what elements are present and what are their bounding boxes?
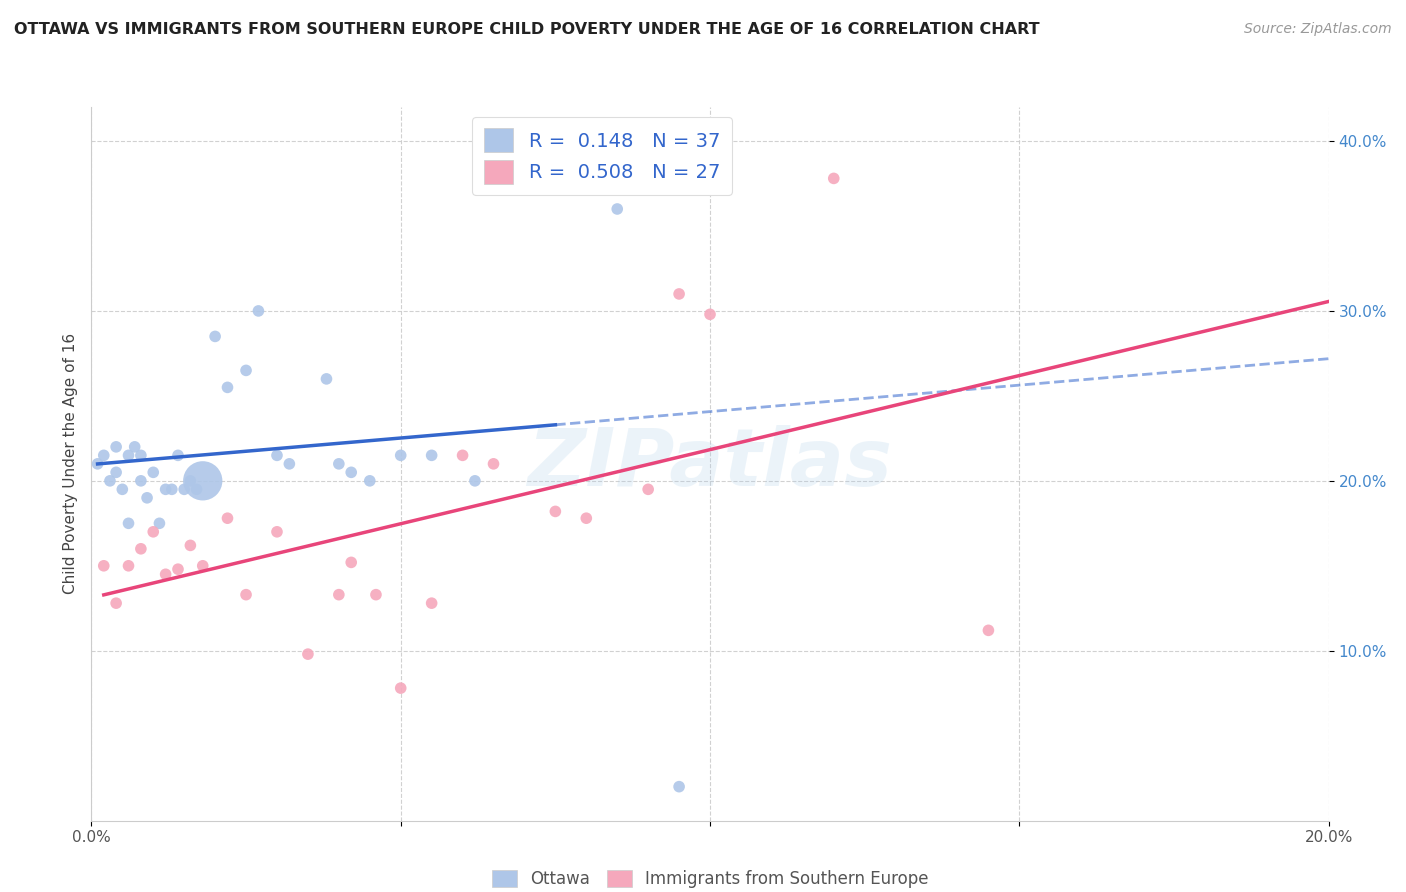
Point xyxy=(167,562,190,576)
Point xyxy=(142,466,165,480)
Point xyxy=(247,304,270,318)
Y-axis label: Child Poverty Under the Age of 16: Child Poverty Under the Age of 16 xyxy=(62,334,77,594)
Point xyxy=(155,567,177,582)
Point xyxy=(513,143,536,157)
Text: ZIPatlas: ZIPatlas xyxy=(527,425,893,503)
Point xyxy=(217,380,239,394)
Point xyxy=(167,448,190,462)
Point xyxy=(98,474,121,488)
Point xyxy=(86,457,108,471)
Point xyxy=(668,780,690,794)
Point xyxy=(179,538,201,552)
Point xyxy=(297,647,319,661)
Point xyxy=(451,448,474,462)
Text: Source: ZipAtlas.com: Source: ZipAtlas.com xyxy=(1244,22,1392,37)
Point xyxy=(191,474,214,488)
Point xyxy=(93,448,115,462)
Point xyxy=(637,483,659,497)
Point xyxy=(389,448,412,462)
Point xyxy=(235,363,257,377)
Point xyxy=(340,555,363,569)
Point xyxy=(278,457,301,471)
Point xyxy=(136,491,159,505)
Point xyxy=(129,541,152,556)
Point xyxy=(173,483,195,497)
Point xyxy=(142,524,165,539)
Point xyxy=(155,483,177,497)
Point xyxy=(977,624,1000,638)
Point xyxy=(204,329,226,343)
Point xyxy=(606,202,628,216)
Point xyxy=(420,448,443,462)
Point xyxy=(575,511,598,525)
Point xyxy=(105,440,128,454)
Point xyxy=(699,307,721,321)
Point xyxy=(340,466,363,480)
Point xyxy=(668,287,690,301)
Point xyxy=(124,440,146,454)
Point xyxy=(191,558,214,573)
Point xyxy=(823,171,845,186)
Point xyxy=(105,596,128,610)
Point xyxy=(179,474,201,488)
Point xyxy=(328,588,350,602)
Point xyxy=(364,588,387,602)
Point xyxy=(93,558,115,573)
Point xyxy=(129,474,152,488)
Point xyxy=(105,466,128,480)
Point xyxy=(186,483,208,497)
Point xyxy=(111,483,134,497)
Legend: Ottawa, Immigrants from Southern Europe: Ottawa, Immigrants from Southern Europe xyxy=(485,863,935,892)
Text: OTTAWA VS IMMIGRANTS FROM SOUTHERN EUROPE CHILD POVERTY UNDER THE AGE OF 16 CORR: OTTAWA VS IMMIGRANTS FROM SOUTHERN EUROP… xyxy=(14,22,1039,37)
Point xyxy=(129,448,152,462)
Point xyxy=(464,474,486,488)
Point xyxy=(117,448,139,462)
Point xyxy=(266,448,288,462)
Point xyxy=(117,558,139,573)
Point xyxy=(328,457,350,471)
Point xyxy=(148,516,170,531)
Point xyxy=(235,588,257,602)
Point xyxy=(117,516,139,531)
Point xyxy=(544,504,567,518)
Point xyxy=(420,596,443,610)
Point xyxy=(160,483,183,497)
Point xyxy=(359,474,381,488)
Point xyxy=(266,524,288,539)
Point xyxy=(217,511,239,525)
Point xyxy=(389,681,412,695)
Point xyxy=(315,372,337,386)
Point xyxy=(482,457,505,471)
